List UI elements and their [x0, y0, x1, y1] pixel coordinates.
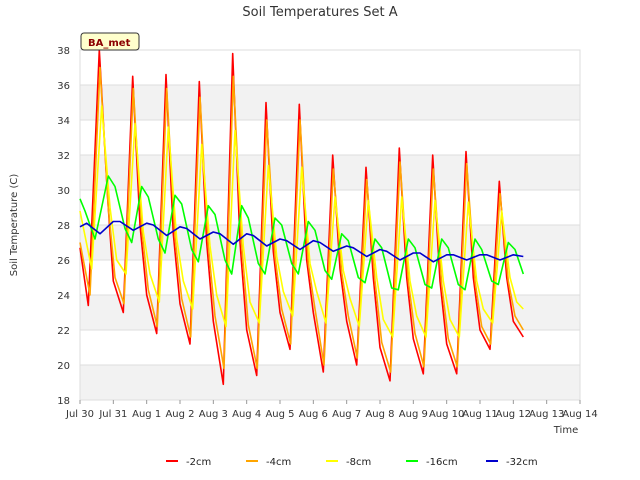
x-tick-label: Aug 3	[199, 409, 228, 420]
y-tick-label: 24	[57, 291, 70, 302]
legend-label: -8cm	[346, 457, 371, 468]
y-tick-label: 36	[57, 81, 70, 92]
y-tick-label: 22	[57, 326, 70, 337]
y-tick-label: 32	[57, 151, 70, 162]
x-tick-label: Aug 8	[365, 409, 394, 420]
x-tick-label: Aug 4	[232, 409, 261, 420]
x-tick-label: Aug 2	[165, 409, 194, 420]
x-tick-label: Aug 9	[399, 409, 428, 420]
x-tick-label: Aug 13	[529, 409, 564, 420]
x-tick-label: Aug 6	[299, 409, 328, 420]
x-axis-ticks: Jul 30 Jul 31 Aug 1 Aug 2 Aug 3 Aug 4 Aug 5 Aug…	[65, 400, 598, 420]
plot-frame	[79, 49, 581, 401]
site-badge: BA_met	[80, 32, 140, 51]
x-tick-label: Aug 11	[462, 409, 497, 420]
y-tick-label: 28	[57, 221, 70, 232]
legend-label: -32cm	[506, 457, 538, 468]
legend-label: -4cm	[266, 457, 291, 468]
site-badge-label: BA_met	[88, 38, 131, 49]
y-tick-label: 26	[57, 256, 70, 267]
y-axis-ticks: 18 20 22 24 26 28 30 32 34 36 38	[57, 46, 70, 407]
series-line-neg8cm	[79, 105, 524, 338]
x-tick-label: Aug 5	[265, 409, 294, 420]
plot-band	[80, 85, 580, 120]
x-tick-label: Aug 1	[132, 409, 161, 420]
plot-band	[80, 365, 580, 400]
x-axis-label: Time	[553, 425, 578, 436]
x-tick-label: Aug 14	[562, 409, 597, 420]
site-badge-box	[80, 32, 140, 51]
x-tick-label: Jul 30	[65, 409, 94, 420]
y-tick-label: 30	[57, 186, 70, 197]
y-tick-label: 20	[57, 361, 70, 372]
legend: -2cm -4cm -8cm -16cm -32cm	[166, 457, 538, 468]
legend-label: -16cm	[426, 457, 458, 468]
y-tick-label: 38	[57, 46, 70, 57]
x-tick-label: Aug 7	[332, 409, 361, 420]
plot-band	[80, 295, 580, 330]
plot-band	[80, 155, 580, 190]
y-tick-label: 18	[57, 396, 70, 407]
chart-title: Soil Temperatures Set A	[242, 5, 397, 20]
plot-bands	[80, 85, 580, 400]
x-tick-label: Jul 31	[98, 409, 127, 420]
series-line-neg32cm	[79, 220, 524, 263]
series-lines	[79, 49, 525, 386]
y-tick-label: 34	[57, 116, 70, 127]
legend-label: -2cm	[186, 457, 211, 468]
x-tick-label: Aug 12	[496, 409, 531, 420]
x-tick-label: Aug 10	[429, 409, 464, 420]
y-axis-label: Soil Temperature (C)	[9, 174, 20, 277]
